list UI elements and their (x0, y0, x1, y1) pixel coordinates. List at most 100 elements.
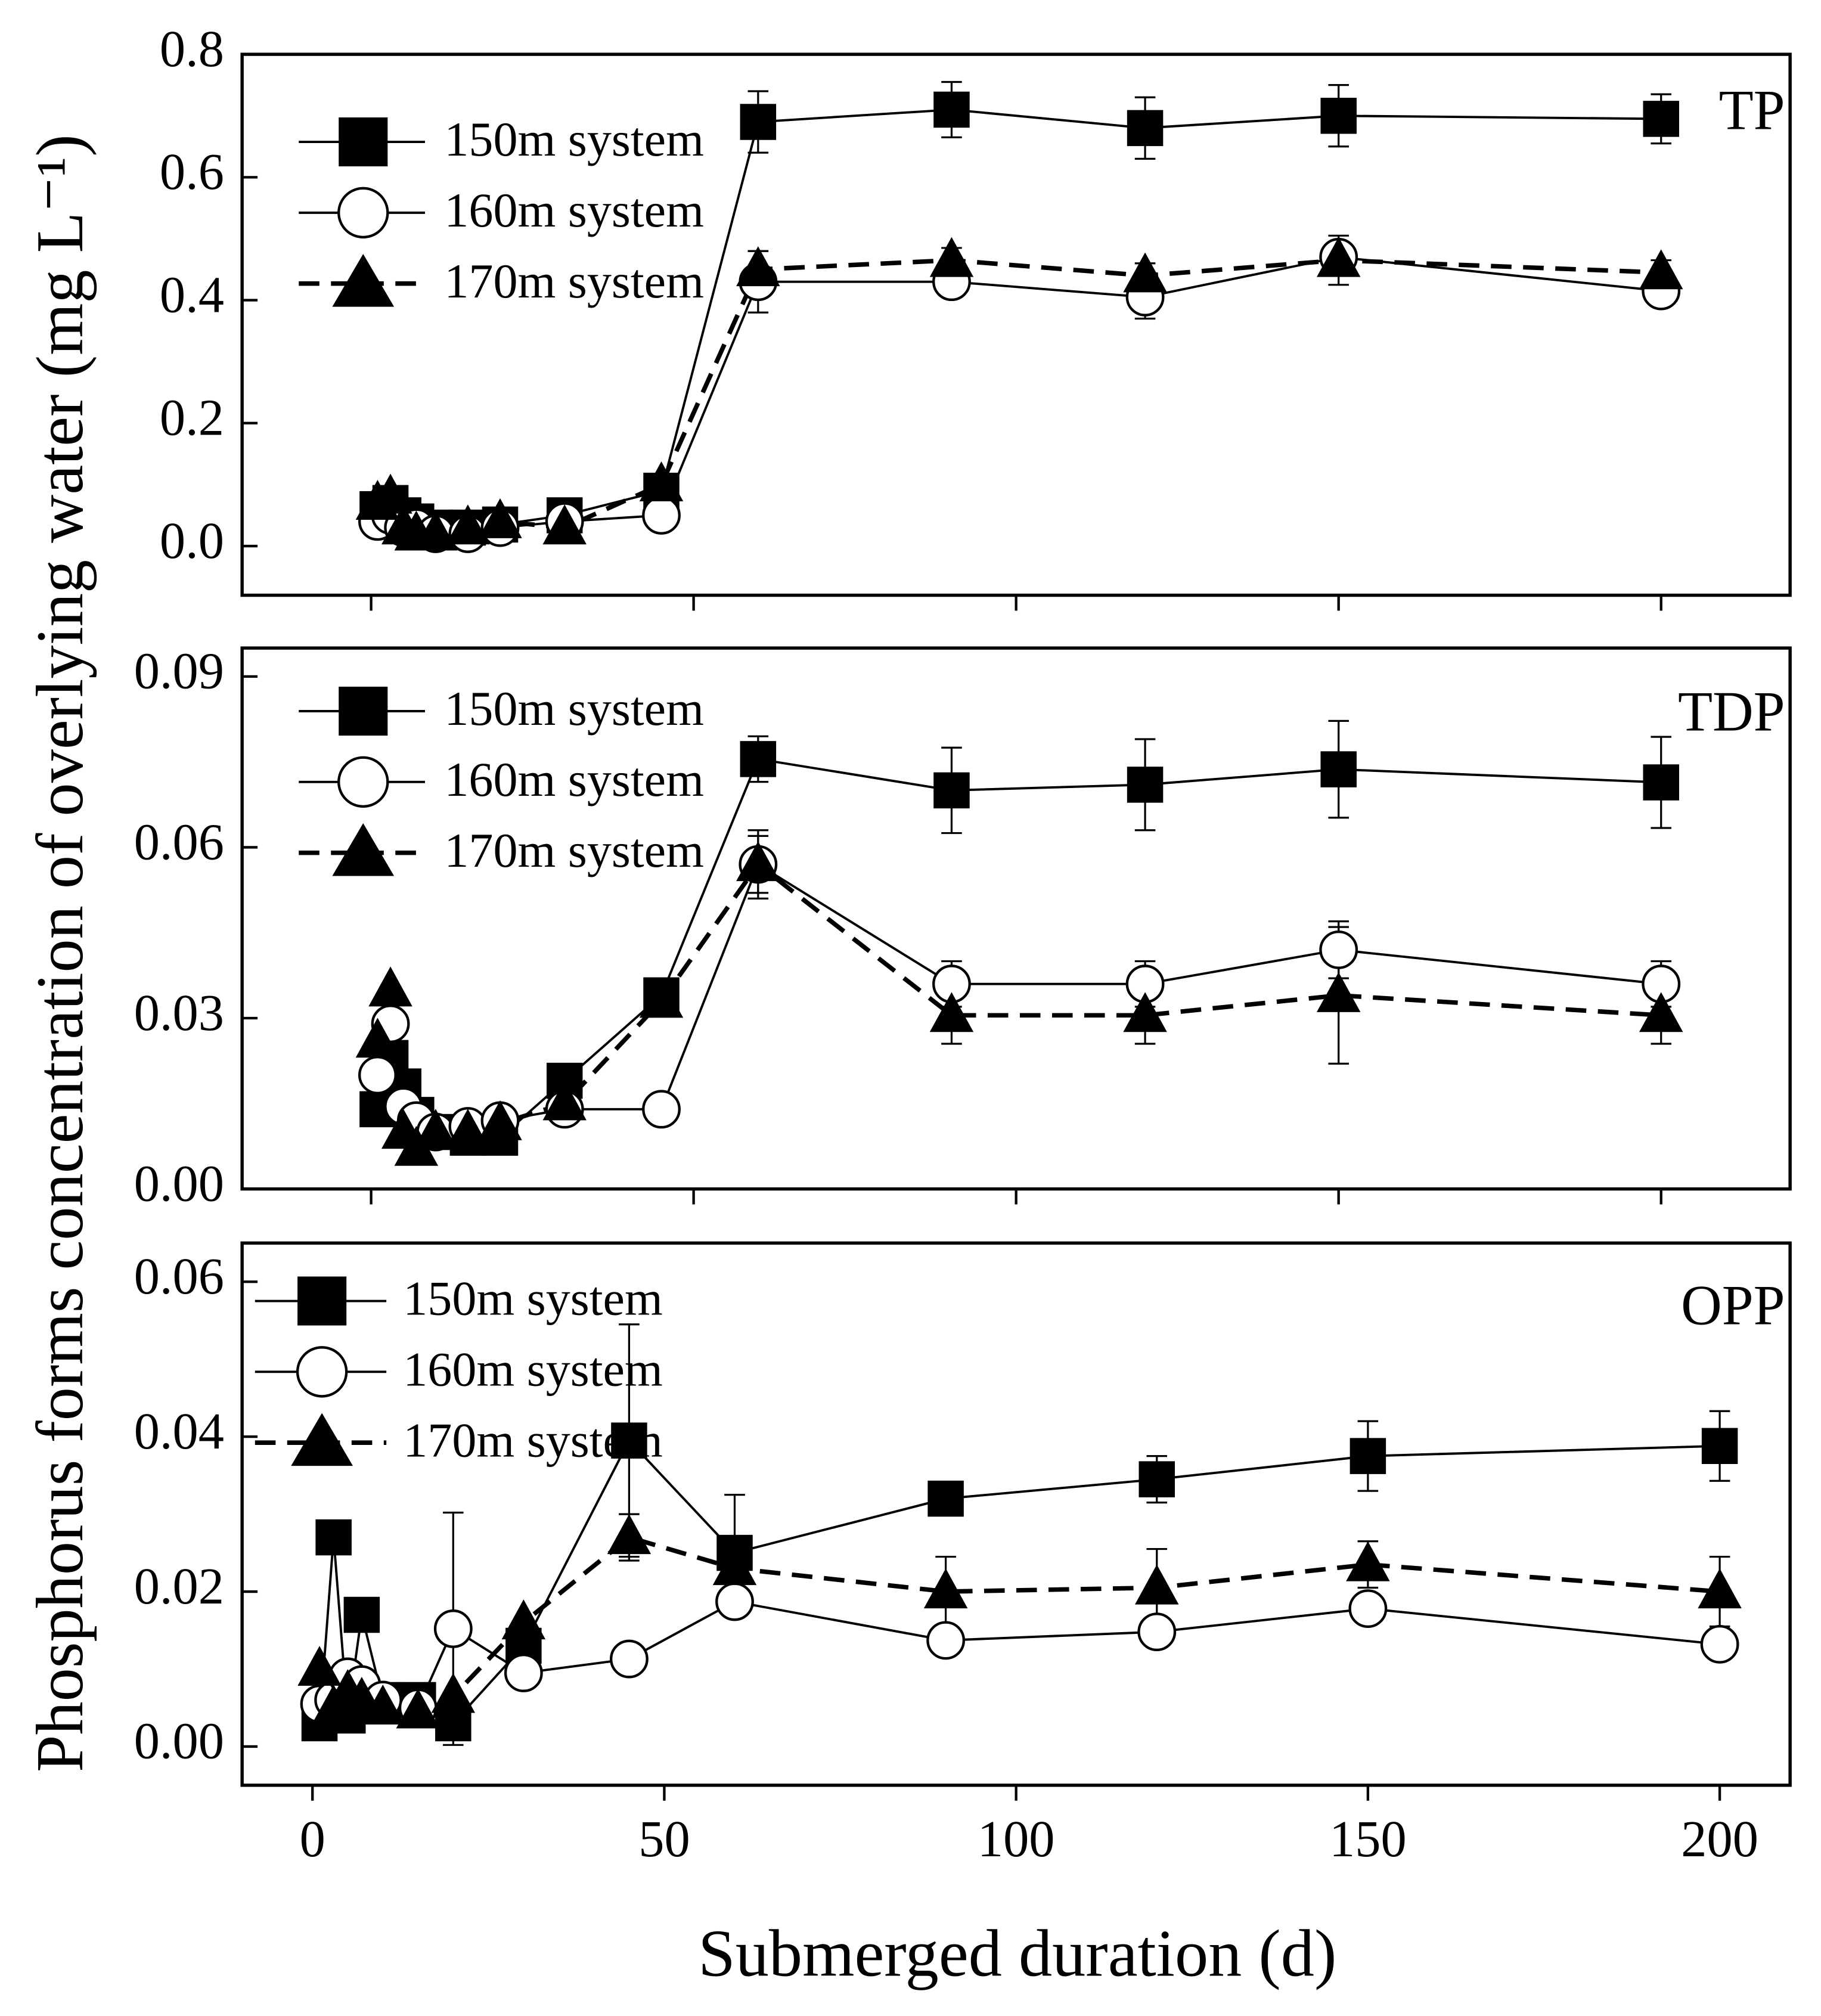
legend-label: 170m system (444, 823, 704, 877)
marker-triangle (446, 504, 490, 545)
marker-square (1350, 1438, 1386, 1474)
marker-triangle (929, 237, 974, 277)
x-tick-label: 150 (1329, 1810, 1407, 1868)
x-axis-label: Submerged duration (d) (698, 1916, 1336, 1990)
y-axis-label: Phosphorus forms concentration of overly… (23, 134, 97, 1772)
marker-square (1643, 101, 1679, 137)
y-tick-label: 0.03 (134, 984, 224, 1041)
y-tick-label: 0.8 (160, 20, 224, 77)
legend-label: 160m system (403, 1342, 663, 1397)
marker-triangle (355, 1018, 400, 1058)
x-tick-label: 0 (300, 1810, 325, 1868)
marker-square (1138, 1461, 1175, 1497)
legend-marker (339, 686, 388, 736)
marker-triangle (368, 966, 412, 1007)
legend-marker (339, 117, 388, 167)
marker-triangle (1639, 992, 1683, 1032)
legend-label: 150m system (403, 1271, 663, 1326)
legend-marker (296, 1346, 348, 1398)
marker-square (1320, 751, 1357, 787)
marker-square (740, 104, 777, 140)
legend-label: 170m system (444, 254, 704, 308)
series-line (377, 108, 1661, 529)
marker-triangle (736, 246, 780, 287)
marker-triangle (1698, 1568, 1742, 1609)
marker-triangle (414, 510, 458, 551)
legend-marker (291, 1413, 353, 1466)
marker-triangle (1123, 252, 1167, 293)
y-tick-label: 0.02 (134, 1558, 224, 1615)
marker-circle (504, 1654, 543, 1692)
x-tick-label: 200 (1681, 1810, 1758, 1868)
legend-marker (332, 823, 395, 876)
marker-square (1701, 1428, 1738, 1464)
marker-circle (433, 1609, 473, 1648)
legend-marker (297, 1276, 347, 1326)
marker-triangle (297, 1646, 342, 1686)
panel-label: TDP (1678, 680, 1785, 743)
marker-square (1643, 764, 1679, 801)
marker-triangle (1639, 249, 1683, 290)
y-tick-label: 0.06 (134, 1248, 224, 1305)
marker-triangle (929, 992, 974, 1032)
marker-square (611, 1422, 647, 1459)
marker-triangle (1316, 972, 1361, 1012)
marker-triangle (639, 978, 684, 1018)
marker-square (933, 91, 970, 128)
marker-square (927, 1480, 964, 1517)
marker-triangle (396, 1688, 440, 1729)
marker-triangle (431, 1673, 476, 1713)
marker-triangle (501, 1599, 546, 1640)
marker-square (933, 772, 970, 809)
marker-square (1127, 110, 1164, 147)
x-tick-label: 50 (638, 1810, 690, 1868)
panel-label: TP (1719, 79, 1785, 142)
y-tick-label: 0.04 (134, 1403, 224, 1460)
y-tick-label: 0.0 (160, 512, 224, 569)
y-tick-label: 0.00 (134, 1713, 224, 1770)
legend-label: 150m system (444, 112, 704, 166)
marker-square (1127, 767, 1164, 803)
legend-label: 160m system (444, 752, 704, 807)
marker-circle (610, 1639, 649, 1679)
marker-triangle (542, 1080, 587, 1121)
marker-triangle (639, 461, 684, 502)
marker-triangle (1123, 992, 1167, 1032)
y-tick-label: 0.6 (160, 143, 224, 200)
x-tick-label: 100 (978, 1810, 1055, 1868)
marker-triangle (414, 1109, 458, 1149)
marker-triangle (478, 498, 522, 538)
marker-triangle (361, 1685, 405, 1725)
marker-circle (926, 1621, 966, 1660)
y-tick-label: 0.00 (134, 1155, 224, 1212)
marker-triangle (712, 1545, 757, 1586)
marker-circle (642, 1090, 681, 1129)
marker-triangle (478, 1100, 522, 1140)
marker-triangle (446, 1109, 490, 1149)
marker-circle (1319, 930, 1358, 969)
marker-square (1320, 97, 1357, 134)
marker-triangle (542, 504, 587, 545)
marker-triangle (1135, 1564, 1179, 1605)
y-tick-label: 0.4 (160, 266, 224, 323)
marker-circle (642, 496, 681, 535)
legend-marker (332, 254, 395, 307)
marker-square (740, 741, 777, 777)
marker-circle (1700, 1624, 1739, 1664)
legend-marker (337, 756, 389, 808)
marker-triangle (736, 841, 780, 882)
marker-circle (1348, 1589, 1388, 1629)
marker-square (343, 1596, 380, 1633)
y-tick-label: 0.09 (134, 643, 224, 700)
marker-triangle (368, 473, 412, 514)
marker-circle (1137, 1612, 1177, 1652)
marker-triangle (923, 1568, 968, 1609)
panel-label: OPP (1681, 1274, 1785, 1337)
legend-label: 160m system (444, 183, 704, 237)
y-tick-label: 0.06 (134, 813, 224, 870)
marker-triangle (1316, 237, 1361, 277)
marker-triangle (1346, 1541, 1390, 1581)
marker-triangle (607, 1514, 652, 1555)
